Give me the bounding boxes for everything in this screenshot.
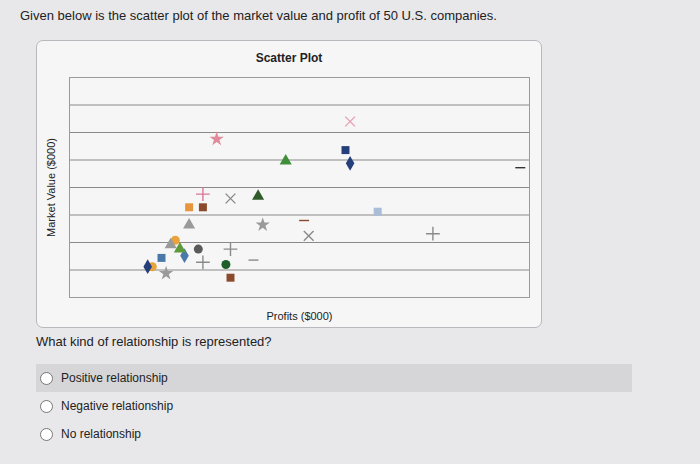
html-text:Given below is the scatter plo: Given below is the scatter plot of the m… <box>20 8 497 23</box>
html-text:What kind of relationship is r: What kind of relationship is represented… <box>36 334 272 349</box>
svg-text:Market Value ($000): Market Value ($000) <box>45 138 57 237</box>
html-text:Scatter Plot: Scatter Plot <box>255 51 323 65</box>
html-text:Positive relationship: Positive relationship <box>61 371 168 385</box>
html-text:Negative relationship: Negative relationship <box>61 399 174 413</box>
svg-text:Profits ($000): Profits ($000) <box>266 310 332 322</box>
html-text:No relationship: No relationship <box>61 427 141 441</box>
